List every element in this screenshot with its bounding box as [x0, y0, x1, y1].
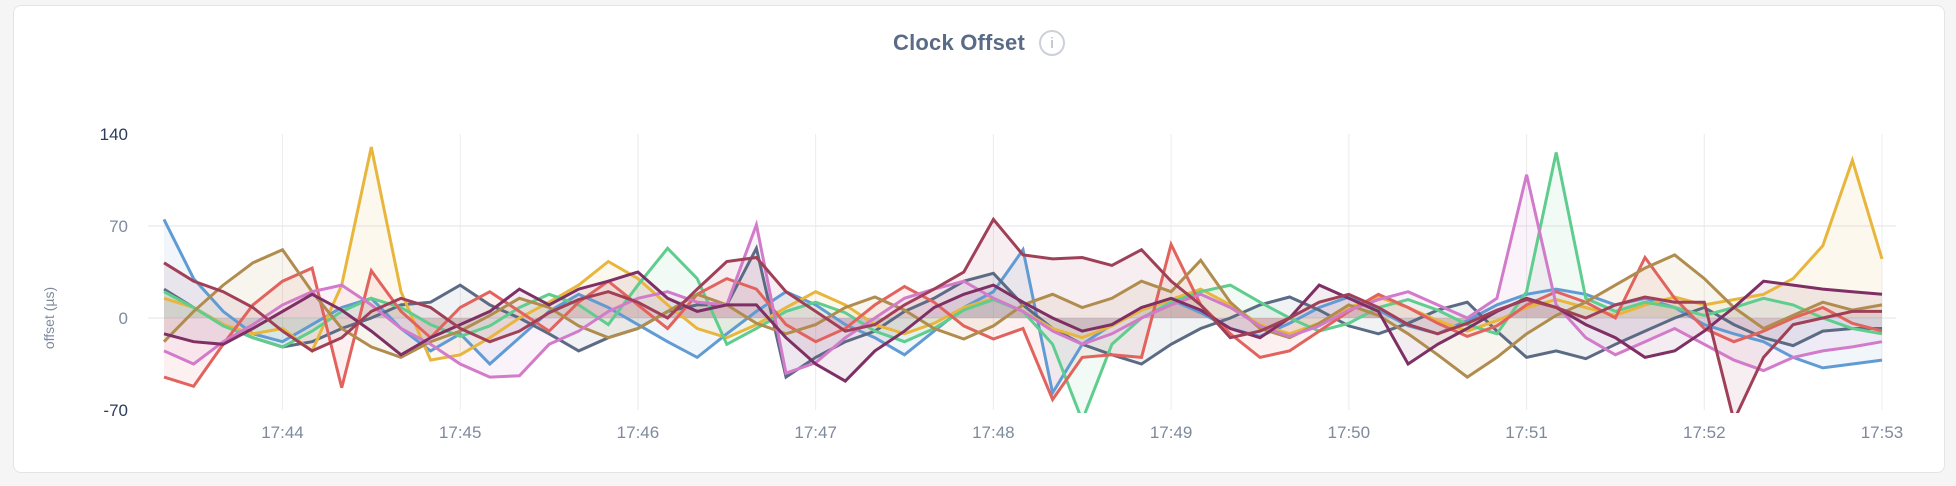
clock-offset-chart[interactable]: 140 70 0 -70 offset (µs) 17:44 17:45 17:46 17:47…: [14, 6, 1944, 472]
x-tick-label: 17:51: [1505, 423, 1548, 442]
series-line-s7-orchid[interactable]: [163, 174, 1883, 379]
x-tick-label: 17:50: [1328, 423, 1371, 442]
series-area-s4-green: [164, 152, 1882, 413]
x-tick-label: 17:53: [1861, 423, 1904, 442]
x-tick-label: 17:52: [1683, 423, 1726, 442]
series-line-s9-wine[interactable]: [163, 216, 1882, 420]
series-area-s9-wine: [164, 219, 1882, 413]
series-area-s3-gold: [164, 147, 1882, 361]
x-tick-label: 17:45: [439, 423, 482, 442]
info-icon[interactable]: i: [1038, 30, 1065, 56]
clock-offset-card: Clock Offset i 140 70 0 -70 offset (µs) 17:44…: [13, 5, 1945, 473]
y-axis-title: offset (µs): [41, 287, 57, 349]
x-tick-label: 17:48: [972, 423, 1015, 442]
x-axis: 17:44 17:45 17:46 17:47 17:48 17:49 17:50 17:51…: [261, 423, 1903, 442]
x-tick-label: 17:44: [261, 423, 304, 442]
y-axis: 140 70 0 -70 offset (µs): [41, 125, 128, 420]
series-area-s5-coral: [164, 244, 1882, 400]
series-line-s8-plum[interactable]: [163, 270, 1883, 383]
y-tick-label: 0: [119, 309, 128, 328]
y-tick-label: 70: [109, 217, 128, 236]
info-icon-glyph: i: [1050, 34, 1054, 52]
card-header: Clock Offset i: [14, 30, 1944, 56]
clock-offset-chart-svg[interactable]: 140 70 0 -70 offset (µs) 17:44 17:45 17:46 17:47…: [14, 6, 1944, 472]
series-plot: [162, 146, 1884, 420]
series-line-s6-khaki[interactable]: [162, 247, 1883, 379]
y-tick-label: 140: [100, 125, 128, 144]
y-tick-label: -70: [103, 401, 128, 420]
x-tick-label: 17:47: [794, 423, 837, 442]
x-tick-label: 17:46: [617, 423, 660, 442]
x-tick-label: 17:49: [1150, 423, 1193, 442]
series-line-s5-coral[interactable]: [163, 240, 1883, 403]
chart-title: Clock Offset: [893, 30, 1025, 55]
series-area-s7-orchid: [164, 174, 1882, 378]
